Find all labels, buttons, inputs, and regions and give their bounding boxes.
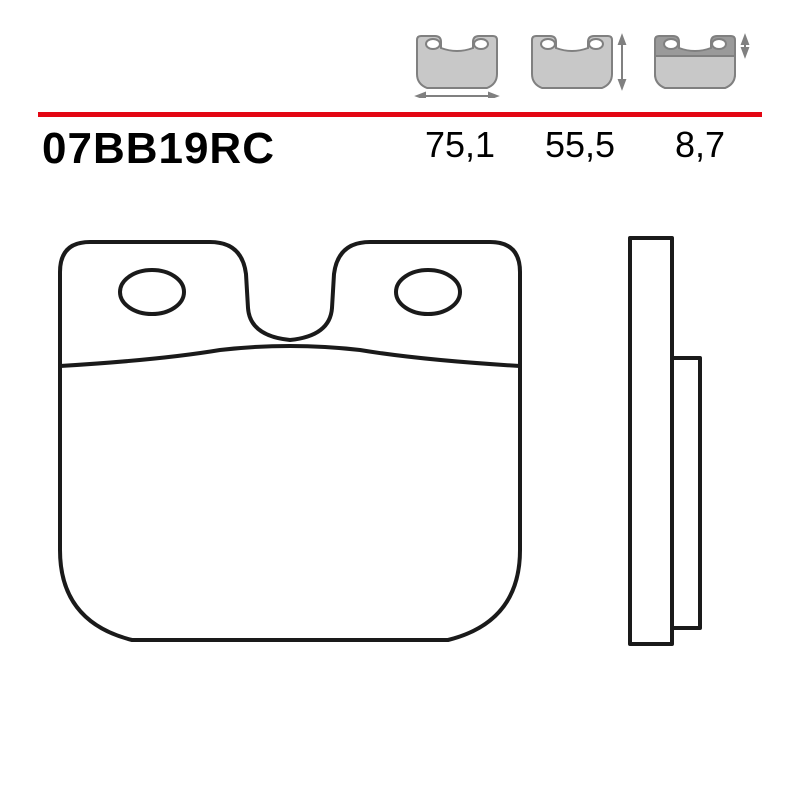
header-dimension-icons bbox=[400, 28, 760, 98]
dimension-width: 75,1 bbox=[400, 124, 520, 166]
dimension-thickness: 8,7 bbox=[640, 124, 760, 166]
width-icon bbox=[407, 30, 507, 98]
thickness-icon bbox=[645, 30, 753, 98]
dimension-values: 75,1 55,5 8,7 bbox=[400, 124, 760, 166]
height-icon bbox=[522, 30, 630, 98]
side-view bbox=[630, 238, 700, 644]
part-number: 07BB19RC bbox=[42, 124, 275, 174]
dimension-height: 55,5 bbox=[520, 124, 640, 166]
front-view bbox=[60, 242, 520, 640]
diagram-container: 07BB19RC 75,1 55,5 8,7 bbox=[0, 0, 800, 800]
technical-drawing bbox=[40, 230, 760, 750]
separator-line bbox=[38, 104, 762, 109]
